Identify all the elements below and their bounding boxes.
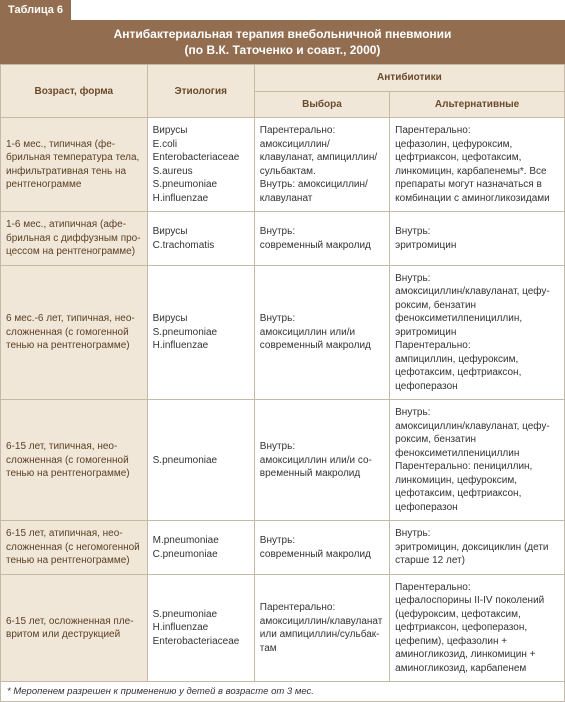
cell-etiology: S.pneumoniae [147, 400, 254, 521]
cell-age: 6-15 лет, атипичная, нео­сложненная (с н… [1, 521, 148, 575]
cell-age: 6-15 лет, осложненная пле­вритом или дес… [1, 574, 148, 682]
col-antibiotics: Антибиотики [254, 65, 564, 92]
title-line2: (по В.К. Таточенко и соавт., 2000) [185, 43, 381, 57]
cell-choice: Парентерально: амоксициллин/ клавуланат,… [254, 118, 389, 212]
cell-alt: Внутрь: эритромицин, доксициклин (дети с… [390, 521, 565, 575]
cell-choice: Внутрь: современный макролид [254, 521, 389, 575]
col-etiology: Этиология [147, 65, 254, 118]
table-row: 1-6 мес., типичная (фе­брильная температ… [1, 118, 565, 212]
table-row: 1-6 мес., атипичная (афе­брильная с дифф… [1, 212, 565, 266]
col-choice: Выбора [254, 91, 389, 118]
cell-alt: Внутрь: амоксициллин/клавуланат, цефу­ро… [390, 265, 565, 400]
cell-etiology: Вирусы E.coli Enterobacteriaceae S.aureu… [147, 118, 254, 212]
footnote: * Меропенем разрешен к применению у дете… [0, 682, 565, 702]
cell-alt: Внутрь: эритромицин [390, 212, 565, 266]
cell-alt: Внутрь: амоксициллин/клавуланат, цефу­ро… [390, 400, 565, 521]
table-row: 6-15 лет, осложненная пле­вритом или дес… [1, 574, 565, 682]
cell-choice: Внутрь: современный макролид [254, 212, 389, 266]
cell-choice: Внутрь: амоксициллин или/и со­временный … [254, 400, 389, 521]
cell-age: 6 мес.-6 лет, типичная, нео­сложненная (… [1, 265, 148, 400]
table-row: 6-15 лет, типичная, нео­сложненная (с го… [1, 400, 565, 521]
cell-alt: Парентерально: цефалоспорины II-IV покол… [390, 574, 565, 682]
cell-age: 1-6 мес., атипичная (афе­брильная с дифф… [1, 212, 148, 266]
table-title: Антибактериальная терапия внебольничной … [0, 20, 565, 64]
cell-etiology: Вирусы C.trachomatis [147, 212, 254, 266]
col-alternative: Альтернативные [390, 91, 565, 118]
cell-age: 1-6 мес., типичная (фе­брильная температ… [1, 118, 148, 212]
col-age: Возраст, форма [1, 65, 148, 118]
cell-choice: Внутрь: амоксициллин или/и современный м… [254, 265, 389, 400]
table-label: Таблица 6 [0, 0, 71, 20]
table-row: 6-15 лет, атипичная, нео­сложненная (с н… [1, 521, 565, 575]
cell-choice: Парентерально: амоксициллин/клавуланат и… [254, 574, 389, 682]
therapy-table: Возраст, форма Этиология Антибиотики Выб… [0, 64, 565, 682]
cell-etiology: M.pneumoniae C.pneumoniae [147, 521, 254, 575]
title-line1: Антибактериальная терапия внебольничной … [114, 27, 452, 41]
cell-etiology: S.pneumoniae H.influenzae Enterobacteria… [147, 574, 254, 682]
table-row: 6 мес.-6 лет, типичная, нео­сложненная (… [1, 265, 565, 400]
cell-age: 6-15 лет, типичная, нео­сложненная (с го… [1, 400, 148, 521]
header-row-1: Возраст, форма Этиология Антибиотики [1, 65, 565, 92]
cell-etiology: Вирусы S.pneumoniae H.influenzae [147, 265, 254, 400]
cell-alt: Парентерально: цефазолин, цефуроксим, це… [390, 118, 565, 212]
